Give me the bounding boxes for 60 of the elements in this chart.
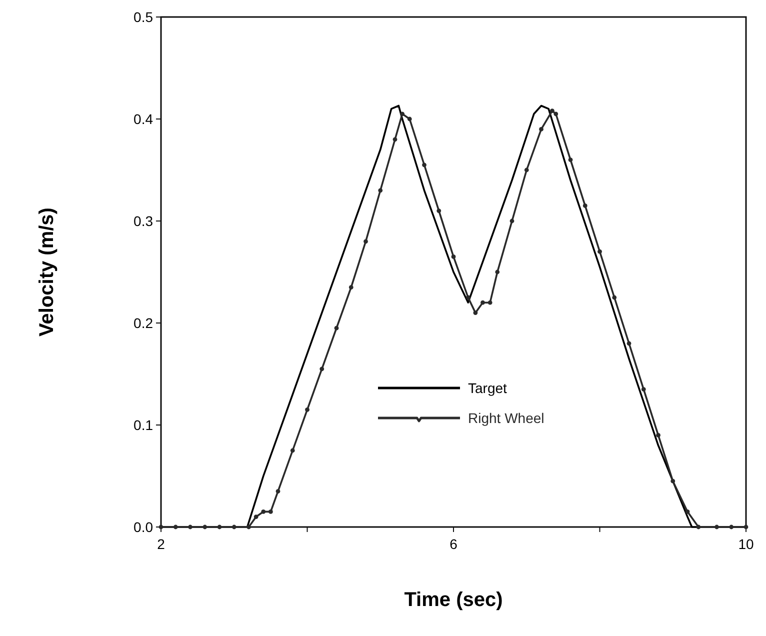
y-tick-label: 0.3 — [134, 213, 154, 229]
point — [451, 254, 456, 259]
point — [364, 239, 368, 244]
point — [744, 524, 748, 530]
point — [714, 524, 719, 530]
point — [554, 112, 558, 116]
point — [488, 300, 492, 305]
point — [480, 300, 485, 305]
point — [626, 341, 632, 346]
point — [729, 524, 734, 530]
y-tick-label: 0.5 — [134, 9, 154, 25]
point — [276, 489, 280, 494]
point — [598, 249, 602, 254]
point — [254, 514, 258, 519]
point — [473, 310, 478, 315]
point — [217, 524, 222, 530]
y-tick-label: 0.1 — [134, 417, 154, 433]
y-axis-title: Velocity (m/s) — [36, 208, 58, 336]
point — [246, 524, 251, 530]
point — [407, 116, 412, 122]
point — [268, 510, 273, 514]
point — [685, 510, 690, 514]
point — [510, 218, 514, 224]
x-tick-label: 2 — [157, 536, 166, 552]
point — [158, 524, 164, 530]
point — [641, 387, 646, 392]
point — [320, 366, 324, 372]
point — [173, 524, 178, 530]
point — [400, 112, 405, 116]
point — [305, 408, 310, 412]
point — [466, 295, 470, 300]
point — [392, 137, 398, 142]
point — [612, 295, 617, 300]
point — [568, 158, 573, 162]
text: Target — [468, 380, 508, 396]
point — [436, 208, 442, 213]
point — [539, 127, 544, 132]
point — [188, 524, 192, 530]
point — [378, 188, 383, 193]
point — [656, 433, 660, 438]
y-tick-label: 0.4 — [134, 111, 154, 127]
point — [495, 270, 500, 274]
point — [348, 285, 354, 290]
point — [582, 204, 588, 208]
point — [670, 478, 676, 484]
point — [696, 524, 701, 530]
x-tick-label: 6 — [450, 536, 458, 552]
point — [524, 168, 529, 172]
y-tick-label: 0.0 — [134, 519, 154, 535]
point — [334, 326, 339, 330]
point — [232, 524, 236, 530]
x-tick-label: 10 — [738, 536, 754, 552]
point — [422, 162, 426, 168]
text: Right Wheel — [468, 410, 544, 426]
point — [290, 448, 295, 453]
point — [261, 510, 266, 514]
y-tick-label: 0.2 — [134, 315, 154, 331]
x-axis-title: Time (sec) — [404, 589, 503, 611]
point — [202, 524, 208, 530]
point — [550, 108, 554, 114]
